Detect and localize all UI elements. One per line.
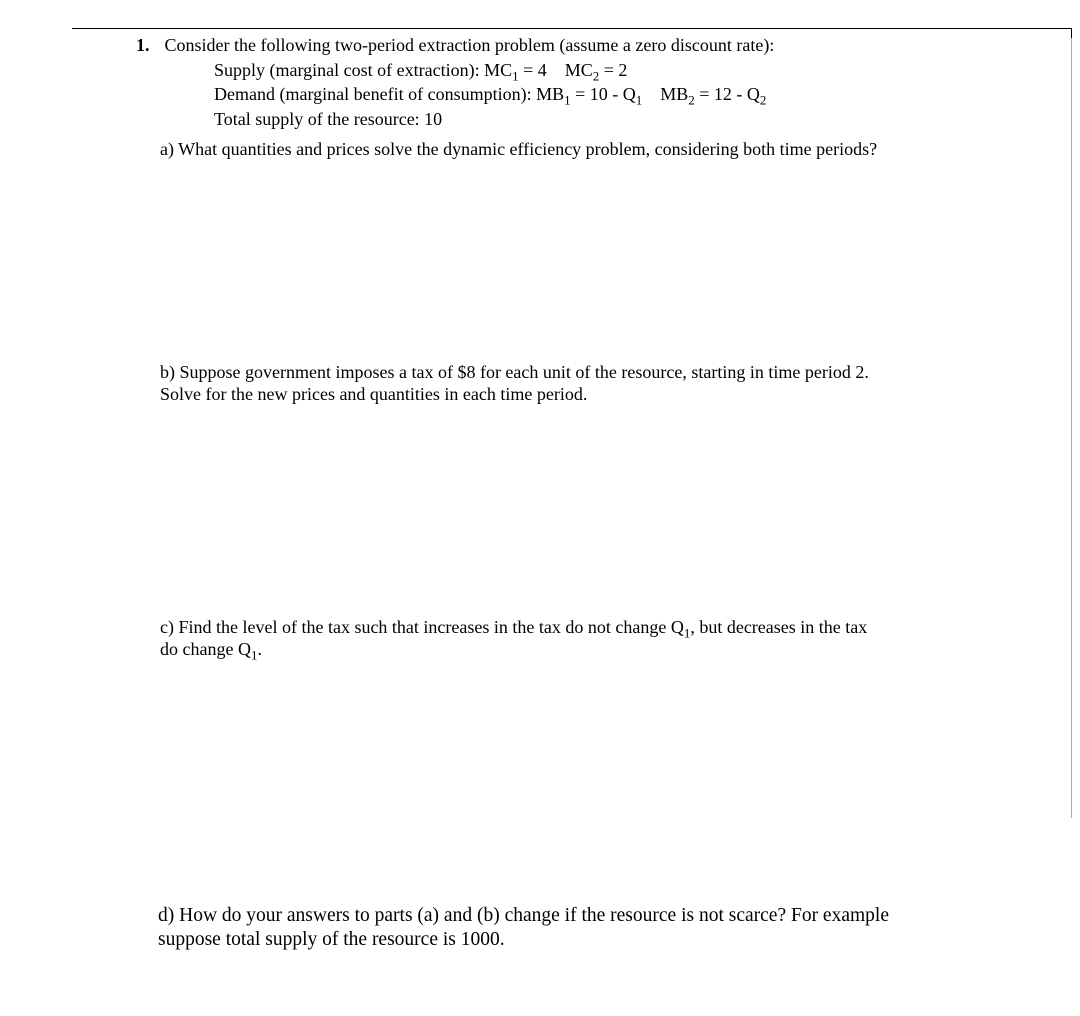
question-1: 1. Consider the following two-period ext… (160, 34, 980, 841)
question-number: 1. (136, 34, 160, 57)
part-d-line1: d) How do your answers to parts (a) and … (158, 904, 978, 928)
part-c-line1: c) Find the level of the tax such that i… (160, 616, 980, 639)
right-border (1071, 38, 1072, 818)
part-a: a) What quantities and prices solve the … (160, 138, 980, 161)
part-d-line2: suppose total supply of the resource is … (158, 928, 978, 952)
given-block: Supply (marginal cost of extraction): MC… (214, 59, 980, 131)
part-d: d) How do your answers to parts (a) and … (158, 904, 978, 953)
gap-b (160, 406, 980, 616)
part-c-line2: do change Q1. (160, 638, 980, 661)
total-supply-line: Total supply of the resource: 10 (214, 108, 980, 131)
gap-c (160, 661, 980, 841)
page: 1. Consider the following two-period ext… (0, 0, 1080, 1016)
right-tick (1071, 28, 1072, 38)
question-intro: 1. Consider the following two-period ext… (160, 34, 980, 57)
supply-line: Supply (marginal cost of extraction): MC… (214, 59, 980, 82)
intro-text: Consider the following two-period extrac… (165, 35, 775, 55)
top-rule (72, 28, 1072, 29)
gap-a (160, 161, 980, 361)
demand-line: Demand (marginal benefit of consumption)… (214, 83, 980, 106)
part-b-line2: Solve for the new prices and quantities … (160, 383, 980, 406)
part-b-line1: b) Suppose government imposes a tax of $… (160, 361, 980, 384)
